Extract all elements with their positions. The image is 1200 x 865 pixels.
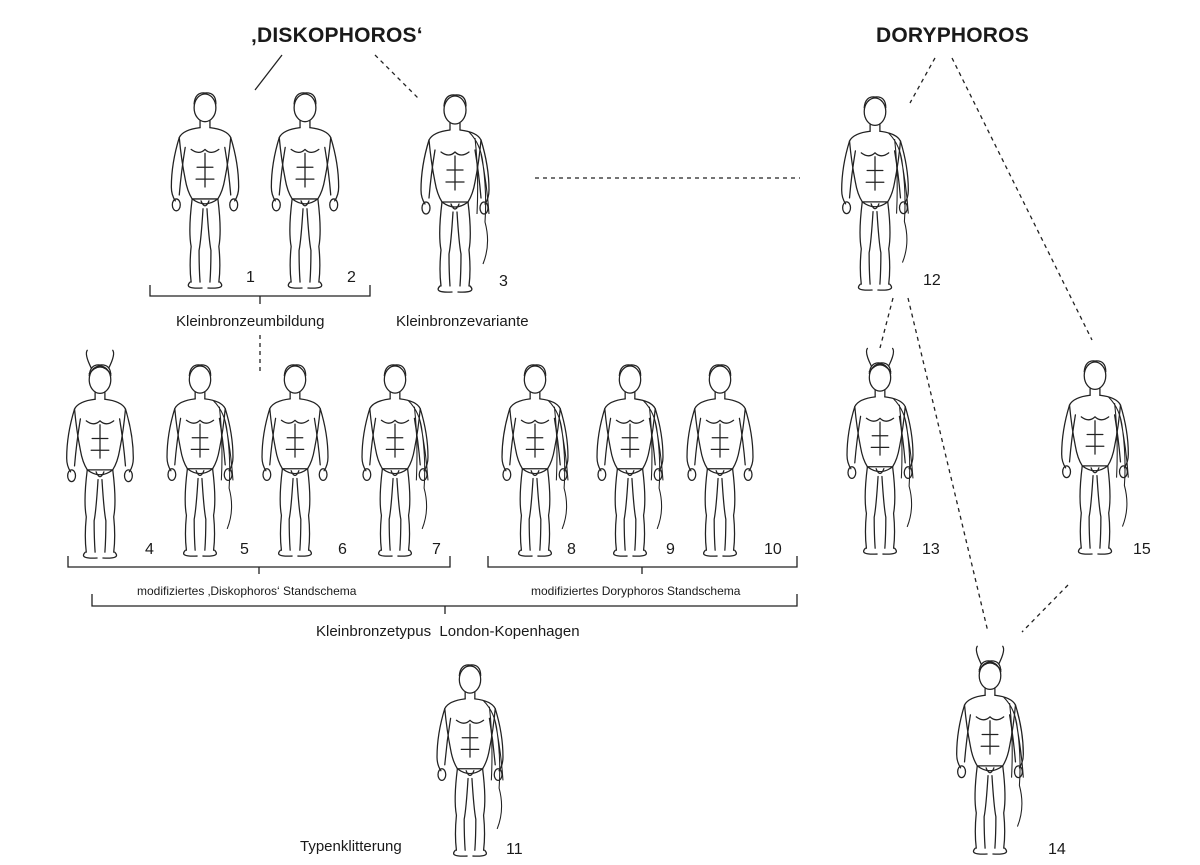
bracket-doryphoros-standschema: [487, 556, 798, 574]
statuette-figure-10: [686, 364, 754, 557]
statuette-figure-9: [596, 364, 664, 557]
figure-number-8: 8: [567, 541, 576, 558]
statuette-figure-12: [841, 96, 909, 291]
caption-typenklitterung: Typenklitterung: [300, 838, 402, 855]
caption-kleinbronzeumbildung: Kleinbronzeumbildung: [176, 313, 325, 330]
connector-15-to-14: [1021, 584, 1069, 633]
caption-kleinbronzevariante: Kleinbronzevariante: [396, 313, 529, 330]
statuette-figure-1: [170, 92, 240, 289]
connector-12-to-13: [879, 297, 894, 349]
statuette-figure-6: [261, 364, 329, 557]
connector-diskophoros-to-3: [374, 54, 419, 99]
statuette-figure-15: [1061, 360, 1129, 555]
bracket-kleinbronzetypus: [91, 594, 798, 614]
caption-diskophoros-standschema: modifiziertes ‚Diskophoros‘ Standschema: [137, 584, 357, 598]
figure-number-12: 12: [923, 272, 941, 289]
statuette-figure-13: [846, 347, 914, 555]
figure-number-7: 7: [432, 541, 441, 558]
connector-doryphoros-to-12: [909, 57, 936, 104]
heading-doryphoros: DORYPHOROS: [876, 24, 1029, 47]
figure-number-1: 1: [246, 269, 255, 286]
bracket-kleinbronzeumbildung: [149, 285, 371, 304]
statuette-figure-7: [361, 364, 429, 557]
statuette-figure-5: [166, 364, 234, 557]
figure-number-10: 10: [764, 541, 782, 558]
caption-doryphoros-standschema: modifiziertes Doryphoros Standschema: [531, 584, 741, 598]
figure-number-13: 13: [922, 541, 940, 558]
connector-doryphoros-to-15: [951, 57, 1093, 341]
statuette-figure-4: [66, 349, 134, 559]
bracket-diskophoros-standschema: [67, 556, 451, 574]
heading-diskophoros: ‚DISKOPHOROS‘: [251, 24, 423, 47]
connector-diskophoros-to-1-2: [254, 54, 283, 91]
figure-number-15: 15: [1133, 541, 1151, 558]
figure-number-2: 2: [347, 269, 356, 286]
statuette-figure-11: [436, 664, 504, 857]
figure-number-9: 9: [666, 541, 675, 558]
figure-number-11: 11: [506, 841, 523, 858]
statuette-figure-3: [420, 94, 490, 293]
connector-12-to-14: [907, 297, 989, 633]
statuette-figure-14: [956, 645, 1024, 855]
figure-number-6: 6: [338, 541, 347, 558]
figure-number-3: 3: [499, 273, 508, 290]
figure-number-5: 5: [240, 541, 249, 558]
figure-number-14: 14: [1048, 841, 1066, 858]
caption-kleinbronzetypus: Kleinbronzetypus London-Kopenhagen: [316, 623, 580, 640]
statuette-figure-2: [270, 92, 340, 289]
statuette-figure-8: [501, 364, 569, 557]
figure-number-4: 4: [145, 541, 154, 558]
